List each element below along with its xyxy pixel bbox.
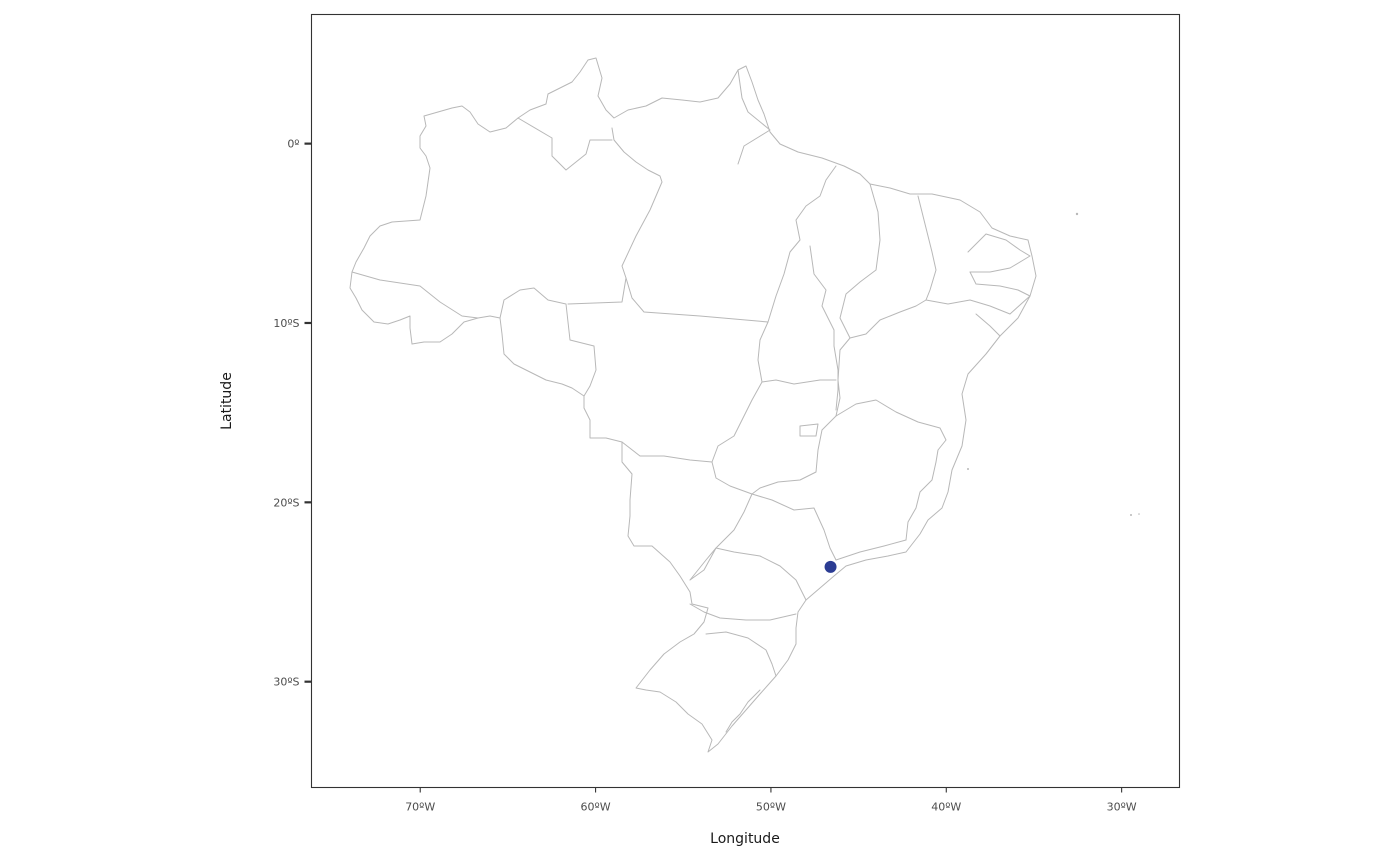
state-border-tocantins-south [761, 379, 837, 385]
state-border-bahia-mg [835, 399, 947, 463]
state-border-distrito-federal [799, 423, 819, 437]
x-tick-label: 50ºW [756, 801, 786, 814]
y-tick-label: 20ºS [273, 496, 299, 509]
x-tick-label: 70ºW [405, 801, 435, 814]
y-axis: 0º 10ºS 20ºS 30ºS [273, 138, 312, 689]
state-border-ceara-south [925, 295, 1031, 315]
state-border-bahia-west [835, 337, 851, 417]
x-tick-label: 40ºW [931, 801, 961, 814]
y-tick-label: 0º [287, 138, 299, 151]
island-martim-vaz [1138, 513, 1140, 515]
state-border-roraima [517, 117, 613, 171]
state-border-goias-mg [751, 415, 837, 495]
state-border-acre [351, 271, 479, 319]
brazil-state-borders [349, 57, 1140, 753]
state-border-ms-south [689, 493, 753, 581]
y-tick-label: 30ºS [273, 676, 299, 689]
x-tick-label: 30ºW [1107, 801, 1137, 814]
state-border-rs-lagoon [725, 689, 761, 733]
state-border-ms-north [621, 441, 713, 463]
island-abrolhos [967, 468, 969, 470]
state-border-maranhao-piaui [839, 183, 881, 339]
state-border-mato-grosso-east [711, 321, 769, 495]
x-axis-title: Longitude [710, 831, 780, 847]
state-border-mg-rj [835, 539, 907, 561]
y-tick-label: 10ºS [273, 317, 299, 330]
x-axis: 70ºW 60ºW 50ºW 40ºW 30ºW [405, 787, 1137, 814]
state-border-mg-es [905, 461, 937, 541]
state-border-para-mato-grosso [625, 277, 769, 323]
state-border-mg-sp [751, 493, 837, 561]
state-border-parana-sc [689, 603, 797, 621]
island-trindade [1130, 514, 1132, 516]
island-fernando-de-noronha [1075, 212, 1079, 216]
state-border-rondonia [499, 287, 597, 397]
state-border-rn-pb [967, 233, 1031, 273]
state-border-sp-parana [689, 547, 807, 601]
state-border-alagoas-sergipe [975, 313, 1001, 355]
state-border-sc-rs [705, 631, 777, 677]
x-tick-label: 60ºW [581, 801, 611, 814]
points-layer [824, 560, 837, 573]
brazil-outline [349, 57, 1037, 753]
location-point[interactable] [824, 560, 837, 573]
plot-panel [310, 13, 1181, 789]
state-border-tocantins [767, 165, 837, 323]
y-axis-title: Latitude [219, 372, 235, 430]
state-border-pb-pe [969, 271, 1031, 297]
state-border-amapa [737, 69, 771, 165]
